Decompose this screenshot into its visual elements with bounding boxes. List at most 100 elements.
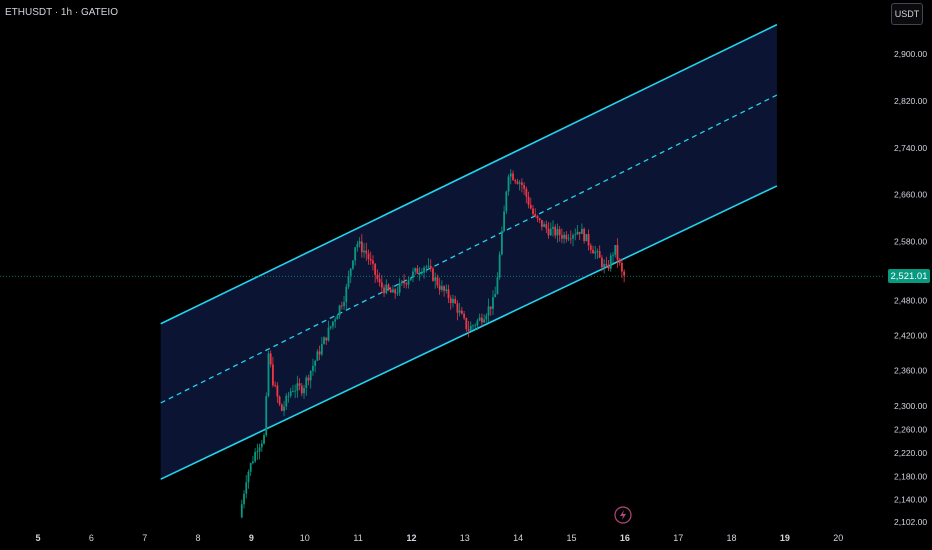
- candle: [454, 295, 457, 305]
- candle-body: [269, 353, 272, 365]
- candle-body: [480, 317, 483, 323]
- candle: [463, 310, 465, 320]
- candle-body: [394, 289, 397, 294]
- candle: [436, 274, 439, 288]
- candle: [518, 179, 521, 191]
- candle: [358, 237, 361, 248]
- candle-body: [276, 385, 279, 397]
- candle-body: [400, 281, 403, 284]
- candle-body: [498, 254, 501, 278]
- candle-body: [598, 251, 601, 258]
- time-tick-label: 17: [673, 533, 683, 543]
- candle-body: [623, 271, 626, 276]
- candle-body: [356, 243, 359, 248]
- candle-body: [287, 395, 290, 397]
- candle-body: [340, 305, 343, 307]
- candle: [243, 490, 245, 509]
- candle-body: [303, 387, 305, 394]
- candle: [489, 306, 492, 316]
- candle-body: [492, 297, 494, 309]
- candle: [303, 384, 305, 399]
- candle-body: [425, 266, 428, 268]
- candle: [472, 324, 474, 330]
- candle: [587, 229, 590, 251]
- candle: [569, 230, 572, 244]
- price-tick-label: 2,820.00: [894, 96, 927, 106]
- candle: [312, 358, 314, 376]
- candle: [494, 286, 497, 298]
- price-tick-label: 2,660.00: [894, 190, 927, 200]
- candle-body: [280, 404, 283, 411]
- candle: [514, 178, 517, 185]
- time-tick-label: 9: [249, 533, 254, 543]
- candle-body: [460, 310, 463, 314]
- candle-body: [272, 364, 274, 386]
- candle-body: [274, 385, 277, 387]
- candle-body: [518, 182, 521, 184]
- candle-body: [467, 329, 470, 331]
- candle: [452, 294, 454, 308]
- candle: [507, 174, 510, 196]
- candle: [345, 283, 348, 310]
- candle: [547, 222, 550, 239]
- time-axis[interactable]: 5 6 7 8 9 10 11 12 13 14 15 16 17 18 19 20: [35, 533, 843, 543]
- candle-body: [547, 228, 550, 236]
- candle: [256, 443, 259, 460]
- candle: [467, 321, 470, 338]
- time-tick-label: 6: [89, 533, 94, 543]
- candle: [405, 282, 408, 289]
- candle: [476, 318, 479, 331]
- last-price-tag: 2,521.01: [888, 269, 930, 284]
- candle: [574, 228, 577, 241]
- candle: [336, 314, 339, 320]
- candle: [556, 223, 559, 243]
- time-tick-label: 14: [513, 533, 523, 543]
- candle: [432, 266, 434, 282]
- candle: [594, 245, 597, 260]
- candle-body: [574, 234, 577, 236]
- candle-body: [365, 250, 368, 254]
- price-tick-label: 2,580.00: [894, 237, 927, 247]
- candle-body: [581, 228, 583, 234]
- candle-body: [387, 284, 390, 290]
- candle-body: [372, 260, 374, 264]
- candle-body: [345, 286, 348, 303]
- time-tick-label: 20: [833, 533, 843, 543]
- candle: [496, 272, 499, 295]
- candle: [387, 283, 390, 292]
- candle-body: [514, 180, 517, 182]
- candle-body: [605, 264, 608, 266]
- candle-body: [380, 282, 383, 288]
- candle: [360, 234, 363, 258]
- candle: [249, 462, 252, 476]
- candle-body: [358, 241, 361, 244]
- candle-body: [418, 273, 421, 274]
- candle-body: [249, 463, 252, 472]
- currency-button[interactable]: USDT: [891, 3, 923, 25]
- candle-body: [320, 344, 323, 355]
- candle: [385, 279, 388, 295]
- candle-body: [289, 391, 292, 396]
- candle-body: [592, 249, 594, 254]
- candle: [545, 220, 548, 234]
- candle: [269, 350, 272, 368]
- flash-icon[interactable]: [614, 506, 632, 524]
- candle: [280, 403, 283, 412]
- candle: [403, 274, 405, 289]
- candle-body: [532, 208, 534, 215]
- candle-body: [338, 305, 341, 316]
- price-tick-label: 2,300.00: [894, 401, 927, 411]
- candle-body: [412, 271, 414, 278]
- price-axis[interactable]: 2,900.00 2,820.00 2,740.00 2,660.00 2,580.00…: [894, 49, 927, 527]
- candle: [498, 251, 501, 280]
- candles: [240, 169, 626, 519]
- candle: [532, 205, 534, 216]
- candle: [509, 169, 512, 185]
- candle-body: [334, 319, 337, 322]
- candle: [607, 260, 610, 272]
- candle: [323, 336, 325, 345]
- candle: [429, 259, 432, 272]
- candle: [367, 249, 370, 265]
- candle-body: [594, 251, 597, 254]
